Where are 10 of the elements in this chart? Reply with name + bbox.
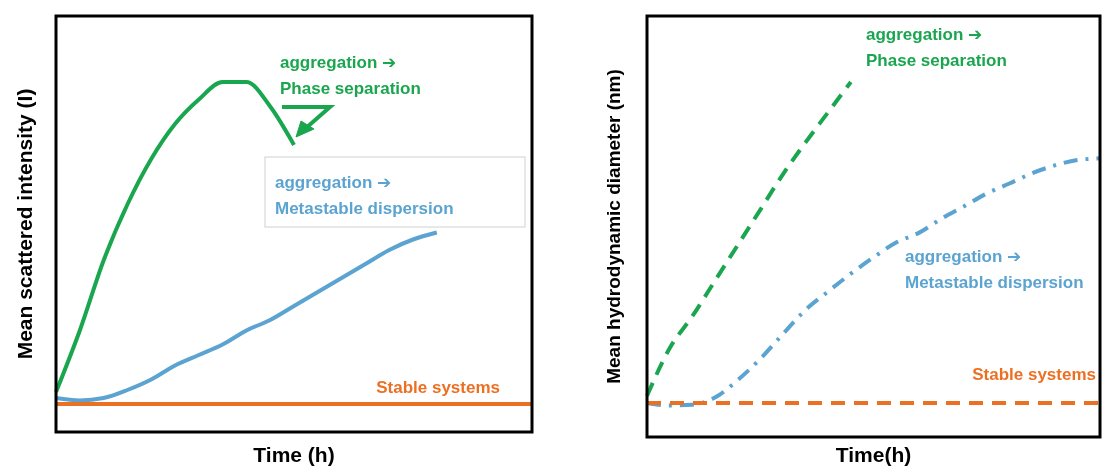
series-label: aggregation ➔ Metastable dispersion bbox=[275, 173, 454, 218]
y-axis-title: Mean scattered intensity (I) bbox=[13, 88, 36, 360]
x-axis-title: Time (h) bbox=[253, 443, 335, 466]
series-label: aggregation ➔ Phase separation bbox=[866, 25, 1007, 70]
x-axis-title: Time(h) bbox=[835, 443, 912, 466]
series-label: aggregation ➔ Metastable dispersion bbox=[905, 247, 1084, 292]
series-label: aggregation ➔ Phase separation bbox=[280, 53, 421, 98]
series-label: Stable systems bbox=[376, 378, 500, 397]
series-label: Stable systems bbox=[972, 365, 1096, 384]
y-axis-title: Mean hydrodynamic diameter (nm) bbox=[603, 69, 624, 384]
